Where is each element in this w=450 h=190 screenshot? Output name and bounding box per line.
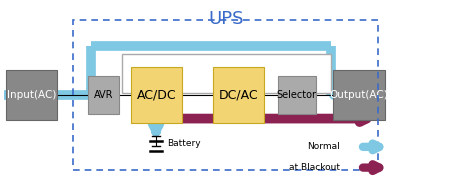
Text: Input(AC): Input(AC): [7, 90, 56, 100]
Text: AVR: AVR: [94, 90, 113, 100]
FancyBboxPatch shape: [88, 76, 119, 114]
Text: DC/AC: DC/AC: [219, 89, 258, 101]
FancyBboxPatch shape: [278, 76, 315, 114]
FancyBboxPatch shape: [130, 67, 182, 123]
Text: Battery: Battery: [167, 139, 201, 148]
FancyBboxPatch shape: [122, 54, 331, 93]
FancyBboxPatch shape: [333, 70, 385, 120]
FancyBboxPatch shape: [213, 67, 264, 123]
Text: UPS: UPS: [209, 10, 244, 28]
FancyBboxPatch shape: [6, 70, 57, 120]
Text: at Blackout: at Blackout: [289, 163, 340, 172]
Text: Normal: Normal: [307, 142, 340, 151]
Text: Selector: Selector: [277, 90, 317, 100]
Text: AC/DC: AC/DC: [136, 89, 176, 101]
Text: Output(AC): Output(AC): [330, 90, 388, 100]
